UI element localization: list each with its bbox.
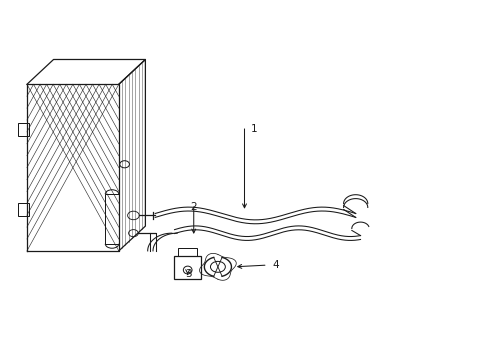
Bar xyxy=(178,248,197,256)
Bar xyxy=(174,256,201,279)
Text: 1: 1 xyxy=(250,123,257,134)
Text: 4: 4 xyxy=(272,260,279,270)
Text: 2: 2 xyxy=(190,202,197,212)
Text: 3: 3 xyxy=(185,269,192,279)
Bar xyxy=(18,203,29,216)
Bar xyxy=(105,194,119,244)
Bar xyxy=(18,123,29,136)
